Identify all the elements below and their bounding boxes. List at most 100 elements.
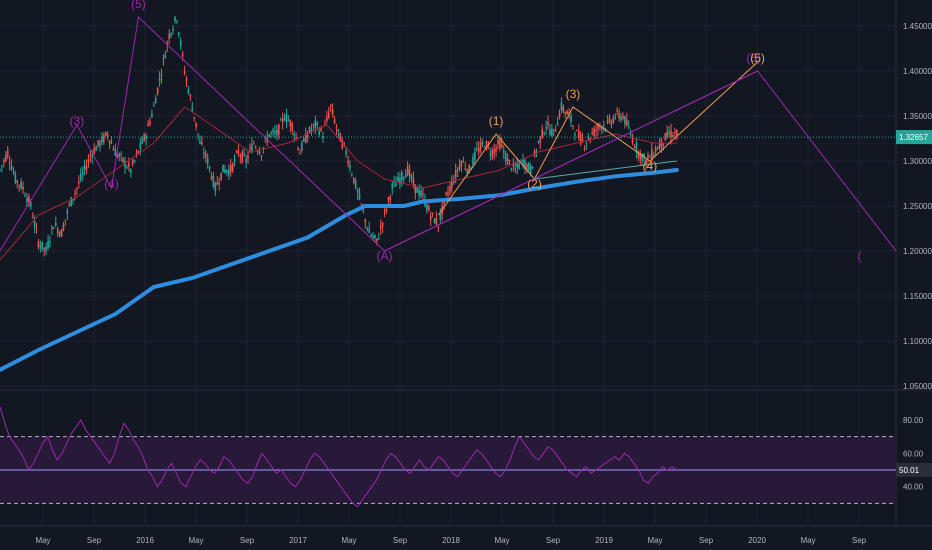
candle-body bbox=[279, 119, 282, 121]
candle-body bbox=[222, 164, 224, 173]
candle-body bbox=[322, 136, 324, 138]
candle-body bbox=[447, 192, 449, 196]
candle-body bbox=[91, 153, 94, 157]
candle-body bbox=[172, 28, 174, 31]
candle-body bbox=[120, 153, 122, 155]
candle-body bbox=[264, 138, 267, 140]
price-tick-label: 1.30000 bbox=[903, 157, 932, 166]
candle-body bbox=[329, 104, 332, 107]
candle-body bbox=[512, 162, 515, 167]
last-price-label: 1.32657 bbox=[899, 133, 928, 142]
candle-body bbox=[310, 129, 313, 131]
candle-body bbox=[504, 153, 507, 161]
candle-body bbox=[233, 158, 236, 161]
rsi-panel[interactable]: 50.01 bbox=[0, 406, 932, 508]
candle-body bbox=[658, 143, 661, 149]
candle-body bbox=[381, 222, 384, 227]
candle-body bbox=[58, 232, 61, 236]
candle-body bbox=[239, 155, 242, 157]
candle-body bbox=[289, 120, 292, 127]
candle-body bbox=[633, 146, 636, 148]
candle-body bbox=[208, 166, 211, 170]
candle-body bbox=[133, 160, 136, 162]
candle-body bbox=[283, 119, 286, 121]
time-tick-label: May bbox=[494, 536, 509, 545]
candle-body bbox=[174, 16, 176, 22]
candle-body bbox=[327, 113, 330, 118]
price-tick-label: 1.05000 bbox=[903, 382, 932, 391]
wave-label: (3) bbox=[70, 114, 85, 128]
candle-body bbox=[316, 122, 319, 126]
wave-label: (5) bbox=[746, 51, 761, 65]
candle-body bbox=[304, 133, 307, 144]
candle-body bbox=[29, 202, 32, 207]
candle-body bbox=[93, 148, 96, 154]
time-tick-label: Sep bbox=[852, 536, 867, 545]
candle-body bbox=[493, 148, 495, 154]
candle-body bbox=[158, 78, 161, 81]
candle-body bbox=[468, 164, 470, 173]
candle-body bbox=[18, 185, 21, 187]
candle-body bbox=[593, 128, 595, 136]
candle-body bbox=[293, 133, 295, 136]
time-tick-label: Sep bbox=[87, 536, 102, 545]
candle-body bbox=[189, 94, 192, 96]
candle-body bbox=[422, 193, 424, 195]
candle-body bbox=[33, 221, 36, 227]
candle-body bbox=[622, 115, 624, 119]
candle-body bbox=[412, 178, 415, 185]
price-panel[interactable]: (3)(4)(5)(A)(1)(2)(3)(4)(5)(5)(1.32657 bbox=[0, 0, 932, 372]
candle-body bbox=[510, 168, 513, 170]
candle-body bbox=[206, 157, 209, 165]
candle-body bbox=[126, 167, 128, 169]
candle-body bbox=[218, 182, 220, 185]
candle-body bbox=[95, 147, 97, 151]
candle-body bbox=[249, 148, 251, 150]
candle-body bbox=[356, 190, 359, 193]
candle-body bbox=[308, 127, 311, 133]
candle-body bbox=[451, 181, 453, 188]
candle-body bbox=[474, 151, 476, 160]
candle-body bbox=[585, 143, 588, 145]
candle-body bbox=[614, 117, 617, 119]
candle-body bbox=[376, 238, 378, 241]
candle-body bbox=[14, 173, 17, 183]
candle-body bbox=[393, 181, 395, 183]
candle-body bbox=[616, 110, 619, 112]
candle-body bbox=[153, 105, 155, 107]
candle-body bbox=[74, 193, 76, 195]
candle-body bbox=[539, 136, 542, 144]
candle-body bbox=[435, 218, 438, 225]
trendline-lower bbox=[534, 160, 677, 180]
candle-body bbox=[31, 217, 34, 219]
candle-body bbox=[118, 153, 121, 157]
candle-body bbox=[68, 203, 71, 205]
candle-body bbox=[649, 157, 651, 159]
candle-body bbox=[518, 163, 520, 169]
candle-body bbox=[3, 160, 5, 162]
candle-body bbox=[566, 111, 569, 115]
candle-body bbox=[364, 219, 367, 223]
candle-body bbox=[281, 117, 284, 123]
candle-body bbox=[81, 172, 84, 175]
candle-body bbox=[160, 74, 163, 77]
candle-body bbox=[579, 133, 582, 144]
candle-body bbox=[529, 166, 532, 174]
candle-body bbox=[156, 87, 159, 94]
candle-body bbox=[558, 112, 561, 118]
candle-body bbox=[620, 116, 622, 121]
candle-body bbox=[122, 157, 124, 162]
candle-body bbox=[274, 131, 276, 134]
sma-thick-line bbox=[0, 168, 679, 372]
candle-body bbox=[543, 132, 545, 135]
candle-body bbox=[576, 130, 578, 132]
candle-body bbox=[587, 136, 590, 140]
candle-body bbox=[647, 155, 649, 158]
candle-body bbox=[360, 203, 363, 205]
time-tick-label: 2020 bbox=[748, 536, 766, 545]
candle-body bbox=[195, 122, 197, 127]
candle-body bbox=[320, 127, 322, 131]
candle-body bbox=[427, 206, 430, 211]
candle-body bbox=[291, 123, 294, 131]
candle-body bbox=[389, 196, 392, 200]
